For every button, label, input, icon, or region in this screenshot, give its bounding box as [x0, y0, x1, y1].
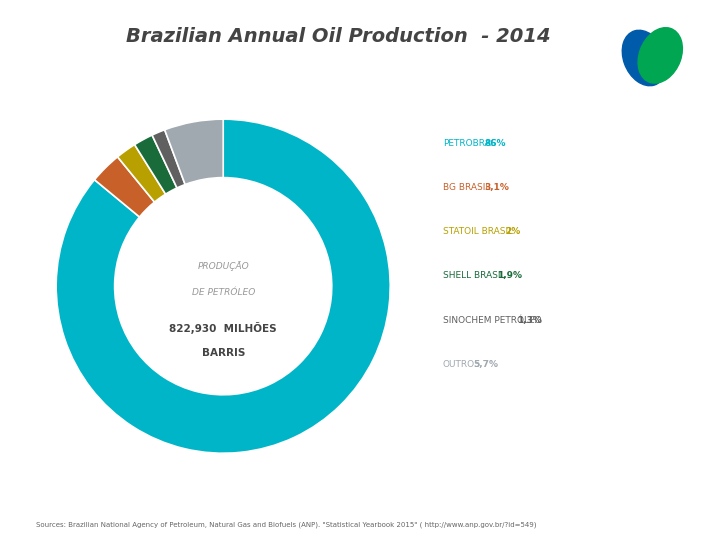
- Text: BG BRASIL: BG BRASIL: [443, 183, 490, 192]
- Text: PETROBRAS: PETROBRAS: [443, 139, 496, 147]
- Ellipse shape: [638, 28, 683, 83]
- Text: SHELL BRASIL: SHELL BRASIL: [443, 272, 505, 280]
- Wedge shape: [152, 130, 185, 188]
- Text: Sources: Brazilian National Agency of Petroleum, Natural Gas and Biofuels (ANP).: Sources: Brazilian National Agency of Pe…: [36, 522, 536, 528]
- Text: 2%: 2%: [505, 227, 521, 236]
- Text: Brazilian Annual Oil Production  - 2014: Brazilian Annual Oil Production - 2014: [126, 27, 551, 46]
- Wedge shape: [135, 135, 177, 194]
- Text: 3,1%: 3,1%: [485, 183, 510, 192]
- Wedge shape: [56, 119, 390, 453]
- Text: SINOCHEM PETRÓLEO: SINOCHEM PETRÓLEO: [443, 316, 541, 325]
- Text: 1,3%: 1,3%: [517, 316, 542, 325]
- Text: 5,7%: 5,7%: [473, 360, 498, 369]
- Text: STATOIL BRASIL: STATOIL BRASIL: [443, 227, 513, 236]
- Text: 86%: 86%: [485, 139, 506, 147]
- Text: 1,9%: 1,9%: [497, 272, 522, 280]
- Text: PRODUÇÃO: PRODUÇÃO: [197, 261, 249, 271]
- Wedge shape: [94, 157, 155, 217]
- Text: BARRIS: BARRIS: [202, 348, 245, 358]
- Ellipse shape: [622, 30, 667, 86]
- Text: OUTROS: OUTROS: [443, 360, 481, 369]
- Wedge shape: [117, 145, 166, 202]
- Wedge shape: [165, 119, 223, 185]
- Text: 822,930  MILHÕES: 822,930 MILHÕES: [169, 322, 277, 334]
- Text: DE PETRÓLEO: DE PETRÓLEO: [192, 288, 255, 298]
